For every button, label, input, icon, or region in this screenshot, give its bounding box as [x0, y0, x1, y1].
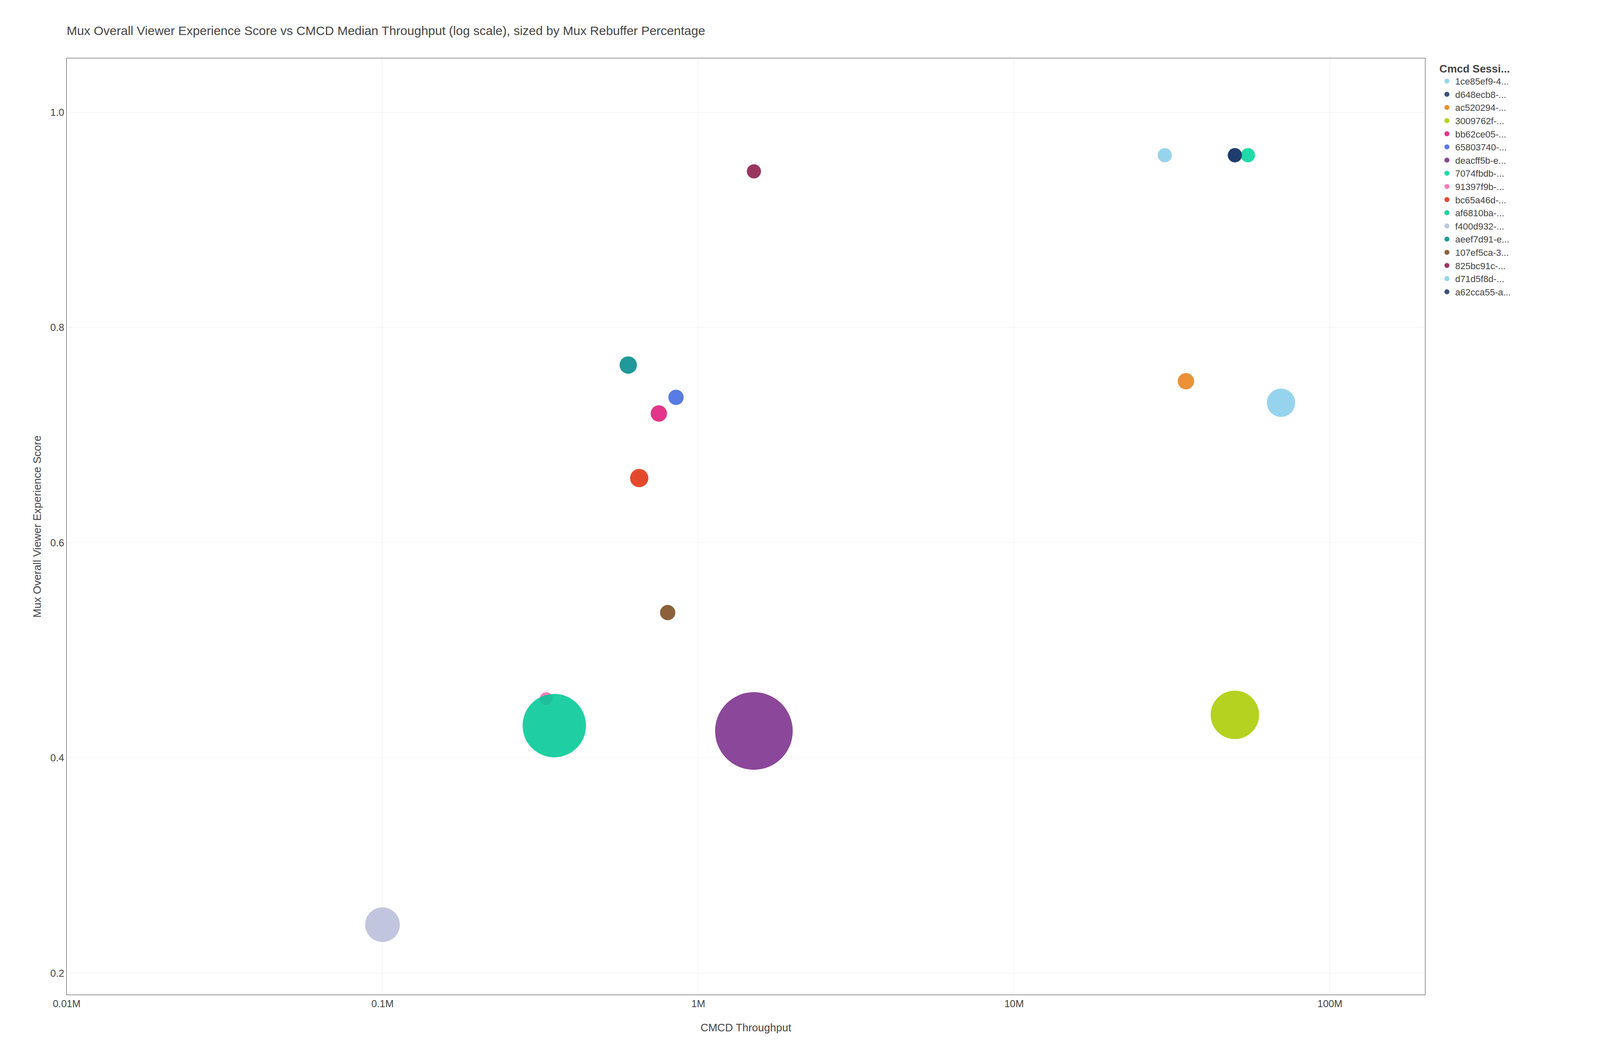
svg-text:0.8: 0.8: [50, 321, 65, 333]
svg-text:3009762f-...: 3009762f-...: [1455, 115, 1505, 127]
svg-text:Mux Overall Viewer Experience: Mux Overall Viewer Experience Score: [30, 435, 44, 618]
svg-text:aeef7d91-e...: aeef7d91-e...: [1455, 234, 1510, 245]
svg-text:f400d932-...: f400d932-...: [1455, 221, 1505, 232]
svg-text:91397f9b-...: 91397f9b-...: [1455, 181, 1505, 193]
svg-text:a62cca55-a...: a62cca55-a...: [1455, 287, 1511, 298]
svg-text:0.4: 0.4: [50, 752, 65, 764]
svg-text:d71d5f8d-...: d71d5f8d-...: [1455, 273, 1505, 285]
svg-text:7074fbdb-...: 7074fbdb-...: [1455, 168, 1505, 179]
svg-text:1.0: 1.0: [50, 106, 65, 118]
svg-text:Mux Overall Viewer Experience: Mux Overall Viewer Experience Score vs C…: [66, 23, 705, 38]
svg-text:af6810ba-...: af6810ba-...: [1455, 207, 1505, 219]
svg-text:CMCD Throughput: CMCD Throughput: [700, 1021, 792, 1034]
svg-text:bc65a46d-...: bc65a46d-...: [1455, 195, 1507, 206]
svg-text:0.1M: 0.1M: [371, 997, 394, 1010]
svg-text:bb62ce05-...: bb62ce05-...: [1455, 129, 1507, 140]
svg-text:d648ecb8-...: d648ecb8-...: [1455, 89, 1507, 100]
svg-text:0.2: 0.2: [50, 967, 65, 979]
svg-text:1ce85ef9-4...: 1ce85ef9-4...: [1455, 76, 1509, 87]
svg-text:ac520294-...: ac520294-...: [1455, 102, 1507, 113]
svg-text:0.6: 0.6: [50, 537, 65, 549]
svg-text:107ef5ca-3...: 107ef5ca-3...: [1455, 247, 1509, 258]
svg-text:deacff5b-e...: deacff5b-e...: [1455, 155, 1507, 166]
svg-text:10M: 10M: [1004, 997, 1025, 1010]
svg-text:0.01M: 0.01M: [52, 997, 81, 1010]
svg-text:100M: 100M: [1317, 997, 1343, 1010]
svg-text:825bc91c-...: 825bc91c-...: [1455, 260, 1506, 272]
svg-text:1M: 1M: [691, 997, 705, 1010]
svg-text:65803740-...: 65803740-...: [1455, 142, 1508, 153]
svg-text:Cmcd Sessi...: Cmcd Sessi...: [1439, 62, 1510, 75]
